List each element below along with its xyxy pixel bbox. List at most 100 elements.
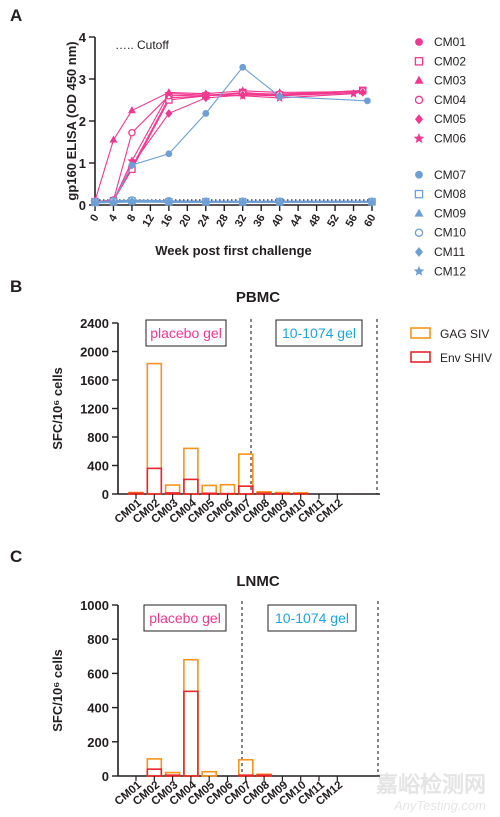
group-box-placebo	[143, 604, 227, 632]
series-cm04	[91, 87, 367, 206]
data-point	[108, 197, 119, 207]
x-tick-label: 56	[344, 213, 361, 230]
y-tick-label: 1000	[80, 598, 109, 613]
legend-marker	[414, 189, 424, 199]
x-tick-label: 60	[362, 213, 379, 230]
series-cm03	[91, 86, 367, 204]
legend-label: CM07	[434, 168, 466, 182]
x-tick-label: 8	[125, 213, 138, 224]
series-cm05	[91, 88, 367, 206]
series-line	[94, 90, 363, 203]
chart-title: LNMC	[236, 573, 279, 590]
y-tick-label: 400	[87, 701, 109, 716]
panel-label-a: A	[10, 6, 22, 25]
series-cm06	[90, 88, 359, 206]
legend-marker	[415, 170, 423, 179]
data-point	[128, 129, 136, 137]
panel-label-b: B	[10, 277, 22, 296]
data-point	[90, 198, 100, 207]
group-label-placebo: placebo gel	[150, 325, 222, 341]
bar-gag-cm04	[183, 447, 199, 495]
x-tick-label: 20	[177, 213, 194, 230]
y-tick-label: 2000	[80, 345, 109, 360]
data-point	[239, 63, 247, 71]
data-point	[201, 90, 211, 99]
y-tick-label: 4	[79, 30, 87, 45]
bar-gag-cm05	[201, 770, 217, 777]
bar-env-cm05	[201, 492, 217, 495]
bar-env-cm04	[183, 478, 199, 495]
bar-env-cm02	[146, 467, 163, 495]
y-tick-label: 800	[87, 632, 109, 647]
data-point	[127, 197, 137, 206]
series-cm12	[90, 197, 377, 207]
group-label-placebo: placebo gel	[149, 610, 221, 626]
y-tick-label: 2	[79, 114, 86, 129]
legend-label: CM12	[434, 264, 466, 278]
data-point	[276, 93, 284, 101]
y-tick-label: 200	[87, 735, 109, 750]
legend-label: CM08	[434, 187, 466, 201]
x-tick-label: 24	[196, 212, 213, 229]
data-point	[275, 197, 285, 207]
bar-env-cm08	[256, 774, 272, 777]
legend-label: CM06	[434, 132, 466, 146]
group-label-1074: 10-1074 gel	[275, 610, 349, 626]
legend-label: CM05	[434, 112, 466, 126]
group-box-placebo	[145, 319, 227, 347]
y-tick-label: 1	[79, 156, 86, 171]
data-point	[202, 110, 210, 117]
legend-label: CM11	[434, 245, 465, 259]
x-tick-label: 48	[307, 213, 324, 230]
legend-marker	[413, 132, 425, 143]
data-point	[165, 150, 173, 158]
x-tick-label: 0	[88, 213, 101, 224]
series-line	[94, 89, 363, 203]
cutoff-label: ….. Cutoff	[115, 38, 169, 52]
series-line	[94, 93, 354, 203]
x-tick-label: 32	[233, 213, 250, 230]
bar-env-cm02	[146, 768, 163, 777]
bar-gag-cm04	[183, 658, 199, 777]
y-tick-label: 2400	[80, 316, 109, 331]
legend-label-env: Env SHIV	[440, 351, 492, 365]
bar-env-cm01	[128, 492, 144, 495]
legend-marker	[414, 57, 424, 66]
series-line	[94, 90, 363, 201]
bar-gag-cm07	[238, 758, 254, 777]
data-point	[348, 88, 359, 98]
legend-label: CM01	[434, 35, 466, 49]
series-line	[94, 66, 368, 204]
x-axis-label: Week post first challenge	[155, 243, 312, 258]
legend-swatch-gag	[410, 327, 431, 339]
legend-label: CM04	[434, 93, 466, 107]
lnmc-bar-chart: LNMC 0 200 400 600 800 1000 SFC/10⁶ cells placeb…	[50, 573, 380, 808]
legend-marker	[414, 208, 424, 217]
data-point	[367, 197, 377, 207]
legend-marker	[414, 95, 424, 105]
legend-label-gag: GAG SIV	[440, 327, 489, 341]
x-tick-label: 44	[288, 212, 305, 229]
data-point	[128, 106, 136, 114]
y-tick-label: 1600	[80, 373, 109, 388]
x-tick-label: 28	[214, 213, 231, 230]
y-tick-label: 0	[79, 198, 86, 213]
y-tick-label: 0	[102, 487, 109, 502]
y-tick-label: 800	[87, 430, 109, 445]
series-cm02	[91, 86, 367, 206]
x-tick-label: 16	[159, 213, 176, 230]
x-tick-label: 4	[107, 212, 121, 224]
legend-marker	[414, 228, 424, 237]
panel-label-c: C	[10, 547, 22, 566]
data-point	[363, 97, 371, 105]
data-point	[164, 88, 174, 98]
data-point	[164, 197, 174, 207]
group-label-1074: 10-1074 gel	[282, 325, 356, 341]
legend-label: CM02	[434, 54, 466, 68]
legend-label: CM10	[434, 226, 466, 240]
x-tick-label: 12	[140, 213, 157, 230]
bar-env-cm03	[164, 492, 181, 495]
y-tick-label: 1200	[80, 402, 109, 417]
watermark: 嘉峪检测网 AnyTesting.com	[376, 774, 486, 814]
